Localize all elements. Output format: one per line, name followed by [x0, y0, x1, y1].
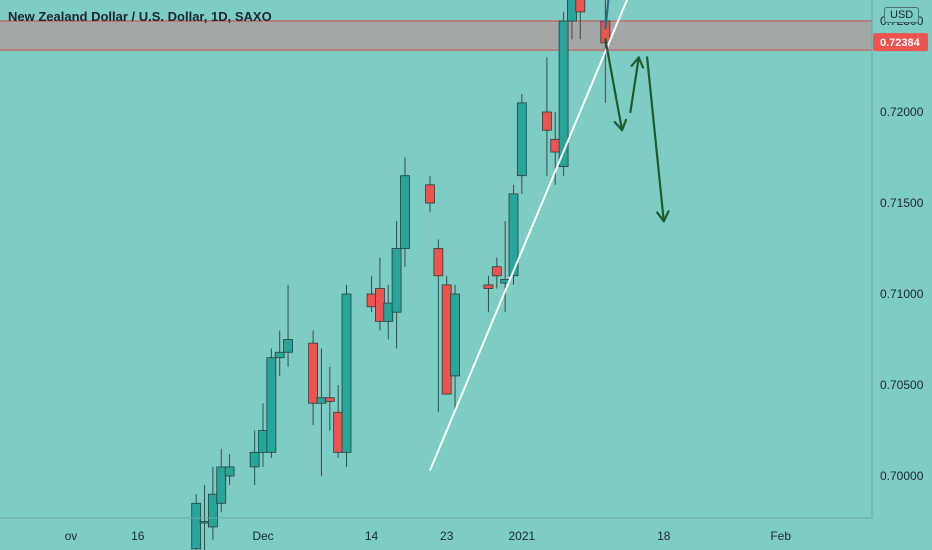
candle: [400, 157, 410, 267]
candle-body: [374, 288, 385, 322]
candle-body: [191, 502, 202, 550]
candle-body: [283, 339, 293, 353]
arrow-shaft: [629, 56, 640, 114]
candle: [308, 330, 319, 426]
candle: [575, 0, 586, 40]
candle-body: [258, 430, 268, 453]
candles: [191, 0, 611, 550]
candle: [433, 239, 444, 413]
candle-body: [224, 466, 235, 477]
candle: [425, 175, 435, 213]
time-tick-label: ov: [65, 529, 78, 543]
time-tick-label: 23: [440, 529, 454, 543]
candle-body: [575, 0, 586, 13]
candle-body: [491, 266, 502, 277]
candle-body: [542, 111, 552, 131]
arrow-head: [630, 56, 645, 69]
arrow: [629, 56, 645, 114]
candle: [316, 348, 327, 476]
candle-body: [441, 284, 452, 395]
arrow-shaft: [604, 38, 624, 132]
drawings: [429, 0, 670, 471]
candle-body: [199, 521, 210, 524]
candle-body: [333, 411, 344, 453]
time-axis[interactable]: ov 16 Dec 14 23 2021 18 Feb: [65, 529, 792, 543]
time-tick-label: 2021: [508, 529, 535, 543]
candle: [274, 330, 285, 376]
candle: [441, 275, 452, 395]
candle: [191, 494, 202, 550]
candle: [341, 284, 352, 467]
candle: [249, 430, 260, 486]
time-tick-label: Feb: [770, 529, 791, 543]
candle: [374, 257, 385, 331]
candle: [542, 57, 552, 176]
candle: [450, 284, 460, 413]
trend-line: [429, 0, 629, 471]
candle-body: [249, 451, 260, 468]
candle-body: [324, 397, 335, 402]
candle-body: [433, 248, 444, 277]
candle-body: [274, 351, 285, 359]
candle: [383, 284, 394, 340]
candle: [283, 284, 293, 367]
candle: [224, 454, 235, 486]
arrow-shaft: [645, 56, 665, 223]
candle-body: [558, 20, 569, 168]
candle: [508, 184, 519, 285]
price-axis[interactable]: 0.700000.705000.710000.715000.720000.725…: [880, 0, 924, 483]
candle: [391, 221, 402, 349]
price-tick-label: 0.70500: [880, 378, 924, 392]
candle-body: [567, 0, 577, 22]
candle-body: [400, 175, 410, 249]
arrow: [604, 38, 628, 132]
zone-band: [0, 21, 872, 51]
price-tick-label: 0.70000: [880, 469, 924, 483]
candle-body: [516, 102, 527, 177]
candle: [324, 366, 335, 431]
time-tick-label: Dec: [252, 529, 273, 543]
candle: [266, 348, 277, 458]
candle-body: [508, 193, 519, 277]
candle: [491, 257, 502, 289]
candle: [567, 0, 577, 40]
candle-body: [550, 138, 561, 153]
candle-body: [308, 342, 319, 404]
candle-body: [341, 293, 352, 453]
price-tag-label: 0.72384: [880, 37, 921, 49]
arrow: [645, 56, 670, 223]
candle: [366, 275, 377, 313]
candle-body: [316, 397, 327, 404]
price-tick-label: 0.71000: [880, 287, 924, 301]
candle: [483, 275, 494, 313]
candle-body: [266, 357, 277, 453]
candle-body: [425, 184, 435, 204]
arrow-head: [613, 118, 628, 132]
time-tick-label: 18: [657, 529, 671, 543]
candle-body: [207, 493, 218, 528]
candle: [207, 466, 218, 540]
currency-button[interactable]: USD: [884, 7, 920, 23]
candle-body: [391, 248, 402, 313]
candle: [558, 11, 569, 176]
resistance-zone: [0, 20, 872, 51]
candle: [216, 448, 227, 513]
candle: [333, 385, 344, 458]
candle-body: [216, 466, 227, 504]
candle-body: [383, 302, 394, 322]
candle: [258, 403, 268, 467]
price-tick-label: 0.71500: [880, 196, 924, 210]
candle-body: [450, 293, 460, 377]
arrow-head: [656, 210, 670, 223]
candle-body: [366, 293, 377, 308]
time-tick-label: 16: [131, 529, 145, 543]
price-tag-box: [873, 33, 928, 52]
candle: [516, 93, 527, 194]
price-tick-label: 0.72000: [880, 105, 924, 119]
chart-title: New Zealand Dollar / U.S. Dollar, 1D, SA…: [8, 9, 272, 24]
candle-body: [483, 284, 494, 289]
time-tick-label: 14: [365, 529, 379, 543]
last-price-tag: 0.72384: [873, 33, 928, 52]
